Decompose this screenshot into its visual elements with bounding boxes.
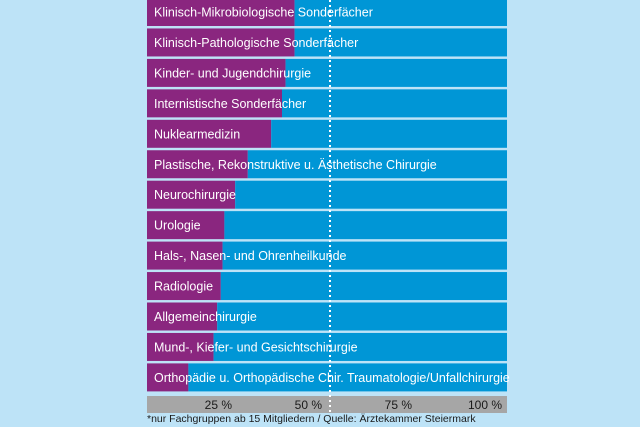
bar-segment-2 bbox=[224, 211, 507, 240]
x-tick-label: 25 % bbox=[205, 398, 233, 412]
bar-segment-2 bbox=[220, 272, 508, 301]
bar-segment-1 bbox=[147, 332, 214, 361]
bar-segment-1 bbox=[147, 363, 189, 392]
x-axis-band bbox=[147, 396, 507, 413]
category-label: Radiologie bbox=[154, 280, 213, 294]
bar-segment-1 bbox=[147, 241, 223, 270]
bar-segment-1 bbox=[147, 0, 295, 26]
bar-segment-2 bbox=[247, 150, 508, 179]
x-tick-label: 50 % bbox=[295, 398, 323, 412]
bar-segment-2 bbox=[285, 58, 507, 87]
category-label: Allgemeinchirurgie bbox=[154, 310, 257, 324]
bar-segment-2 bbox=[235, 180, 507, 209]
bar-segment-1 bbox=[147, 180, 236, 209]
bar-segment-1 bbox=[147, 58, 286, 87]
footnote: *nur Fachgruppen ab 15 Mitgliedern / Que… bbox=[147, 413, 476, 425]
category-label: Nuklearmedizin bbox=[154, 127, 240, 141]
x-tick-label: 100 % bbox=[468, 398, 502, 412]
bar-segment-1 bbox=[147, 211, 225, 240]
category-label: Urologie bbox=[154, 219, 201, 233]
bar-segment-2 bbox=[217, 302, 507, 331]
category-label: Plastische, Rekonstruktive u. Ästhetisch… bbox=[154, 158, 437, 172]
bar-segment-1 bbox=[147, 150, 248, 179]
bar-segment-2 bbox=[271, 119, 507, 148]
bar-segment-2 bbox=[222, 241, 507, 270]
bar-segment-2 bbox=[213, 332, 507, 361]
category-label: Klinisch-Mikrobiologische Sonderfächer bbox=[154, 6, 373, 20]
category-label: Klinisch-Pathologische Sonderfächer bbox=[154, 36, 358, 50]
category-label: Neurochirurgie bbox=[154, 188, 236, 202]
category-label: Hals-, Nasen- und Ohrenheilkunde bbox=[154, 249, 347, 263]
bar-segment-1 bbox=[147, 272, 221, 301]
bar-segment-1 bbox=[147, 119, 272, 148]
category-label: Kinder- und Jugendchirurgie bbox=[154, 66, 311, 80]
bar-segment-2 bbox=[188, 363, 507, 392]
bars-group: Klinisch-Mikrobiologische Sonderfächer Kl… bbox=[147, 0, 510, 392]
x-tick-labels: 25 % 50 % 75 % 100 % bbox=[205, 398, 503, 412]
bar-segment-2 bbox=[282, 89, 507, 118]
bar-segment-1 bbox=[147, 302, 218, 331]
category-label: Mund-, Kiefer- und Gesichtschirurgie bbox=[154, 340, 358, 354]
category-label: Orthopädie u. Orthopädische Chir. Trauma… bbox=[154, 371, 510, 385]
bar-segment-1 bbox=[147, 89, 282, 118]
x-tick-label: 75 % bbox=[385, 398, 413, 412]
category-label: Internistische Sonderfächer bbox=[154, 97, 306, 111]
bar-segment-1 bbox=[147, 28, 295, 57]
